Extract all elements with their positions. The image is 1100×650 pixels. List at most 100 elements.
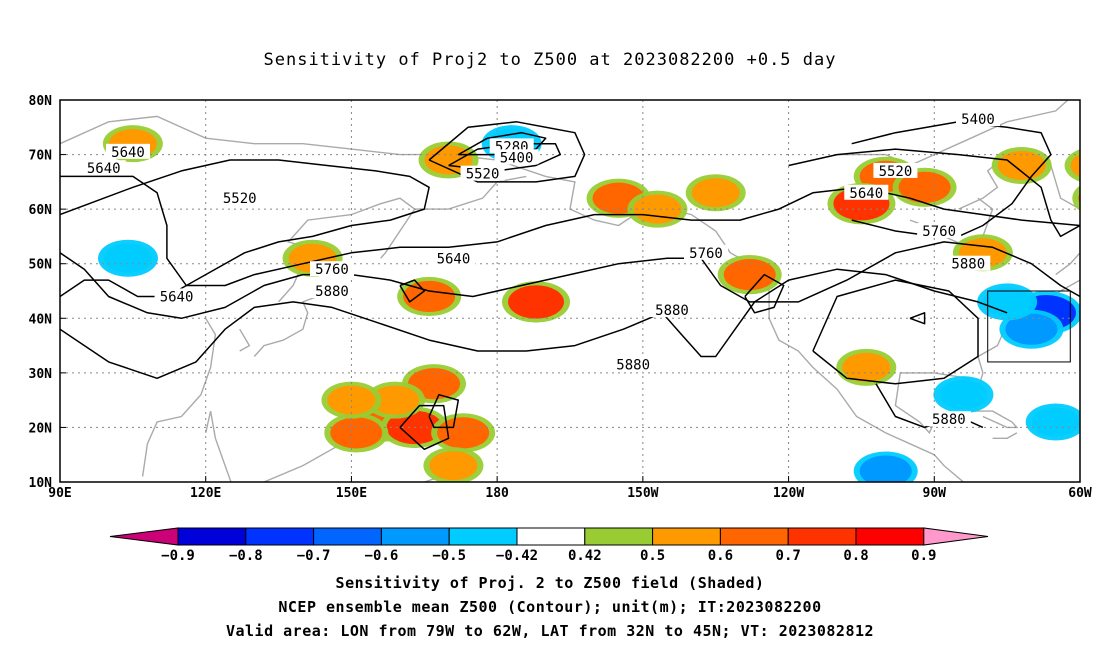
sensitivity-core-19 (508, 285, 564, 319)
lat-label-4: 40N (29, 312, 53, 327)
coastline-2 (239, 328, 251, 352)
contour-label-bg-17 (946, 255, 991, 271)
contour-line-8 (428, 121, 586, 183)
contour-label-17: 5880 (951, 257, 985, 273)
sensitivity-blob-11 (1072, 185, 1080, 211)
colorbar-swatch-0 (177, 527, 247, 546)
colorbar-label-0: −0.9 (161, 548, 195, 564)
contour-line-12 (428, 393, 460, 429)
coastline-9 (992, 432, 1018, 439)
lon-label-3: 180 (485, 486, 509, 501)
contour-line-4 (812, 279, 979, 385)
colorbar-swatch-5 (516, 527, 586, 546)
contour-label-12: 5880 (616, 358, 650, 374)
sensitivity-core-4 (1031, 407, 1080, 437)
contour-label-11: 5880 (655, 303, 689, 319)
contour-line-13 (399, 404, 450, 451)
sensitivity-core-5 (859, 455, 912, 482)
contour-label-bg-8 (494, 149, 539, 165)
contour-label-bg-10 (684, 244, 728, 260)
contour-line-0 (60, 159, 430, 298)
contour-label-20: 5880 (932, 412, 966, 428)
colorbar-label-8: 0.6 (708, 548, 733, 564)
colorbar-label-6: 0.42 (568, 548, 602, 564)
coastline-8 (968, 410, 1019, 429)
contour-label-bg-16 (917, 222, 962, 238)
sensitivity-core-15 (633, 194, 682, 224)
lat-label-5: 30N (29, 367, 53, 382)
colorbar-swatch-1 (245, 527, 315, 546)
sensitivity-core-11 (1078, 192, 1080, 204)
contour-label-bg-13 (956, 111, 1000, 127)
contour-line-10 (788, 148, 1080, 238)
contour-line-11 (399, 279, 426, 303)
lat-label-6: 20N (29, 421, 53, 436)
colorbar-swatch-8 (719, 527, 789, 546)
sensitivity-core-30 (842, 352, 891, 382)
contour-line-5 (744, 273, 785, 314)
footer-line-1: Sensitivity of Proj. 2 to Z500 field (Sh… (335, 574, 765, 592)
contour-label-3: 5640 (160, 289, 194, 305)
coastline-14 (205, 410, 232, 482)
contour-label-10: 5760 (689, 246, 723, 262)
sensitivity-core-26 (371, 385, 420, 415)
sensitivity-core-10 (898, 171, 951, 203)
sensitivity-core-20 (723, 259, 776, 291)
colorbar-label-9: 0.7 (776, 548, 801, 564)
contour-label-bg-0 (106, 143, 150, 159)
lon-label-6: 90W (923, 486, 947, 501)
contour-label-2: 5520 (223, 191, 257, 207)
contour-line-14 (909, 312, 926, 325)
contour-label-4: 5760 (315, 262, 349, 278)
coastlines (60, 100, 1080, 482)
colorbar-swatch-2 (313, 527, 382, 546)
contour-label-bg-15 (844, 184, 889, 200)
sensitivity-core-16 (691, 178, 740, 208)
sensitivity-core-23 (330, 417, 383, 449)
sensitivity-core-3 (939, 380, 988, 410)
contour-line-3 (60, 268, 1008, 380)
lat-label-2: 60N (29, 203, 53, 218)
contour-label-14: 5520 (879, 164, 913, 180)
contour-label-6: 5640 (437, 251, 471, 267)
contour-label-13: 5400 (961, 112, 995, 128)
colorbar-label-4: −0.5 (432, 548, 466, 564)
coastline-1 (141, 317, 217, 477)
lon-label-7: 60W (1068, 486, 1092, 501)
colorbar-swatch-9 (787, 527, 857, 546)
contour-label-16: 5760 (922, 224, 956, 240)
contour-label-9: 5520 (466, 167, 500, 183)
contour-label-bg-2 (217, 190, 262, 206)
footer-line-2: NCEP ensemble mean Z500 (Contour); unit(… (278, 598, 822, 616)
contour-label-bg-9 (460, 165, 505, 181)
colorbar-swatch-7 (652, 527, 721, 546)
contour-label-bg-14 (873, 162, 918, 178)
footer-line-3: Valid area: LON from 79W to 62W, LAT fro… (225, 622, 875, 640)
colorbar-label-2: −0.7 (297, 548, 331, 564)
plot-frame (59, 99, 1081, 483)
colorbar-label-7: 0.5 (640, 548, 665, 564)
sensitivity-core-7 (104, 243, 152, 273)
colorbar-swatch-4 (448, 527, 518, 546)
contour-label-8: 5400 (500, 150, 534, 166)
sensitivity-core-18 (403, 280, 456, 313)
coastline-10 (1055, 252, 1080, 276)
colorbar-swatch-6 (584, 527, 654, 546)
colorbar: −0.9 −0.8 −0.7 −0.6 −0.5 −0.42 0.42 0.5 0.6 0.7 0.… (109, 527, 989, 564)
sensitivity-core-13 (997, 150, 1046, 180)
contour-label-bg-4 (310, 261, 354, 277)
contour-label-bg-3 (154, 288, 199, 304)
lon-label-2: 150E (336, 486, 367, 501)
colorbar-low-end (109, 527, 179, 546)
contour-label-bg-5 (310, 283, 354, 298)
colorbar-swatch-10 (855, 527, 925, 546)
sensitivity-core-24 (437, 417, 490, 449)
colorbar-label-3: −0.6 (365, 548, 399, 564)
contour-line-2 (60, 241, 1080, 320)
contour-label-bg-1 (81, 160, 126, 176)
contour-label-0: 5640 (111, 145, 145, 161)
colorbar-high-end (923, 527, 989, 546)
lon-label-0: 90E (48, 486, 71, 501)
colorbar-label-1: −0.8 (229, 548, 263, 564)
